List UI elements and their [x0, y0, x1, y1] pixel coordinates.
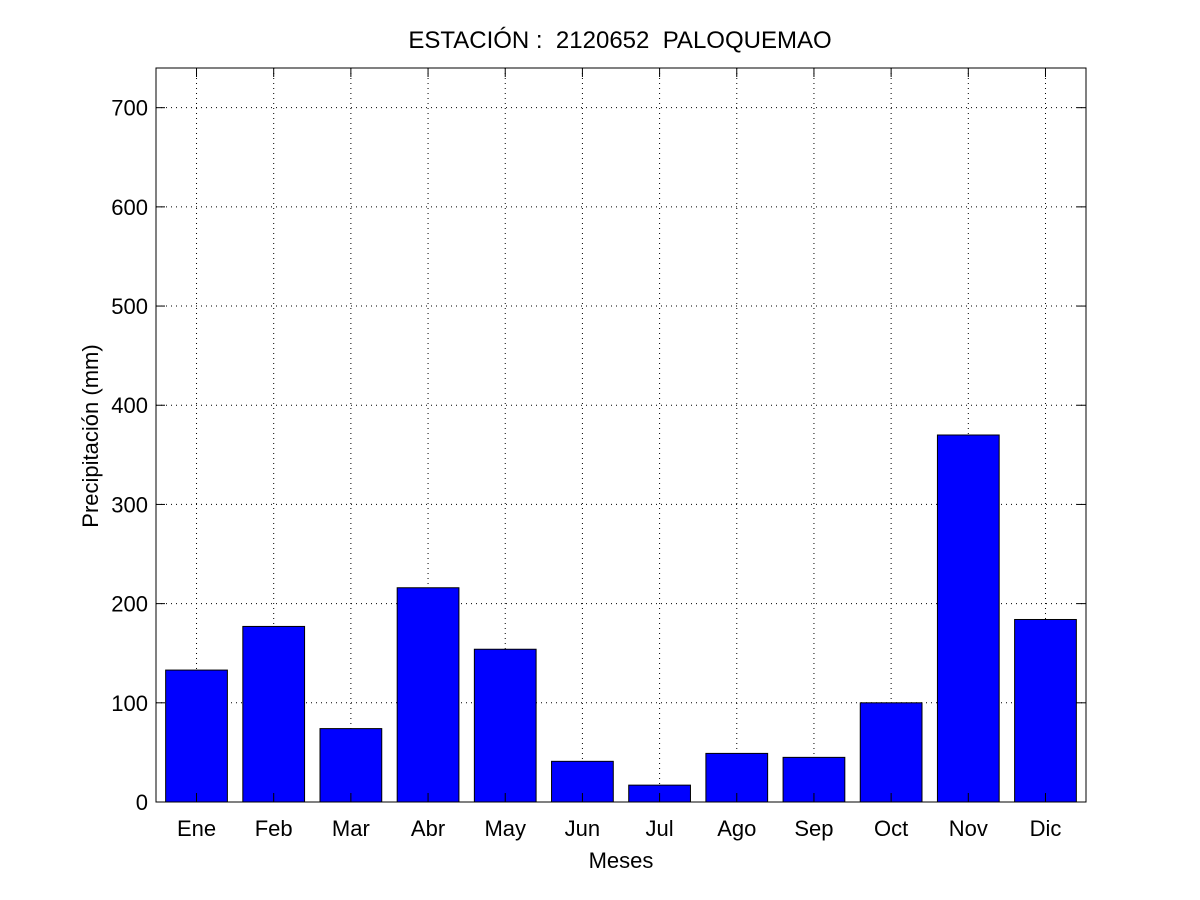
x-tick-label: Nov	[949, 816, 988, 841]
x-tick-label: Oct	[874, 816, 908, 841]
x-tick-labels: Ene Feb Mar Abr May Jun Jul Ago Sep Oct Nov Dic	[177, 816, 1061, 841]
bar-nov	[936, 434, 1000, 803]
axis-ticks	[156, 68, 1086, 803]
x-tick-label: May	[484, 816, 526, 841]
plot-frame	[155, 67, 1087, 803]
x-tick-label: Feb	[255, 816, 293, 841]
y-tick-label: 500	[111, 294, 148, 319]
x-tick-label: Ene	[177, 816, 216, 841]
y-tick-label: 400	[111, 393, 148, 418]
x-tick-label: Mar	[332, 816, 370, 841]
bar-feb	[242, 625, 306, 803]
y-tick-label: 300	[111, 492, 148, 517]
bar-ene	[165, 669, 228, 803]
grid-lines	[156, 68, 1086, 802]
y-tick-label: 700	[111, 96, 148, 121]
y-axis-label: Precipitación (mm)	[78, 344, 103, 527]
bar-may	[473, 648, 537, 803]
chart-title: ESTACIÓN : 2120652 PALOQUEMAO	[408, 27, 831, 54]
bar-abr	[396, 587, 460, 803]
bar-dic	[1014, 618, 1077, 803]
x-tick-label: Sep	[794, 816, 833, 841]
bars	[165, 434, 1077, 803]
y-tick-label: 600	[111, 195, 148, 220]
y-tick-label: 0	[136, 790, 148, 815]
bar-oct	[859, 702, 923, 803]
bar-mar	[319, 728, 383, 803]
x-tick-label: Abr	[411, 816, 445, 841]
x-tick-label: Dic	[1030, 816, 1062, 841]
x-tick-label: Ago	[717, 816, 756, 841]
x-tick-label: Jun	[565, 816, 600, 841]
y-tick-label: 100	[111, 691, 148, 716]
y-tick-labels: 0 100 200 300 400 500 600 700	[111, 96, 148, 815]
y-tick-label: 200	[111, 592, 148, 617]
x-tick-label: Jul	[646, 816, 674, 841]
x-axis-label: Meses	[589, 848, 654, 873]
